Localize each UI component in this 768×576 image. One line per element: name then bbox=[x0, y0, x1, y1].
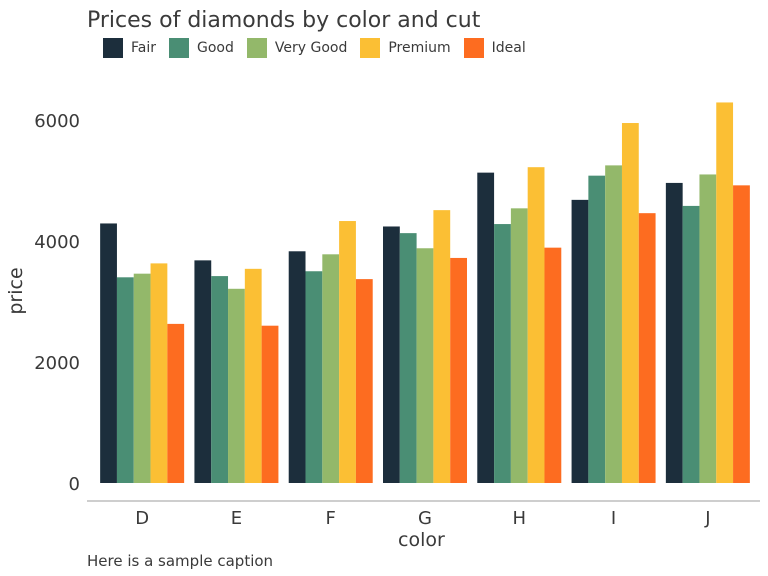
legend-label-premium: Premium bbox=[388, 40, 451, 56]
legend-label-fair: Fair bbox=[131, 40, 156, 56]
x-tick-label: H bbox=[513, 508, 527, 529]
legend-swatch-good bbox=[169, 38, 189, 58]
x-tick-label: J bbox=[704, 508, 710, 529]
bar-J-fair bbox=[665, 182, 683, 484]
y-tick-label: 2000 bbox=[34, 353, 80, 374]
bar-E-good bbox=[211, 276, 229, 483]
x-axis-label: color bbox=[398, 529, 445, 551]
legend-swatch-ideal bbox=[463, 38, 484, 58]
bar-F-good bbox=[305, 271, 323, 483]
x-tick-label: E bbox=[231, 508, 242, 529]
bar-G-fair bbox=[383, 226, 400, 484]
bar-F-ideal bbox=[355, 279, 373, 483]
x-tick-label: D bbox=[135, 508, 149, 529]
y-tick-label: 4000 bbox=[34, 232, 80, 253]
bar-G-very-good bbox=[416, 248, 434, 483]
bar-E-very-good bbox=[228, 288, 245, 483]
bar-E-fair bbox=[194, 260, 212, 483]
legend-label-good: Good bbox=[197, 40, 234, 56]
bar-I-fair bbox=[571, 199, 589, 484]
legend-item-fair: Fair bbox=[103, 38, 156, 58]
bar-G-ideal bbox=[450, 257, 467, 483]
legend-item-good: Good bbox=[169, 38, 234, 58]
bar-J-very-good bbox=[699, 174, 717, 483]
bar-H-very-good bbox=[510, 208, 528, 483]
bar-H-good bbox=[494, 224, 511, 483]
bar-G-premium bbox=[433, 210, 451, 483]
legend-item-very-good: Very Good bbox=[246, 38, 348, 58]
legend-item-premium: Premium bbox=[360, 38, 451, 58]
bar-D-fair bbox=[100, 223, 117, 483]
legend-swatch-very-good bbox=[246, 38, 267, 58]
bar-G-good bbox=[399, 233, 417, 483]
bar-J-premium bbox=[716, 102, 734, 483]
bar-E-ideal bbox=[261, 325, 279, 483]
bar-F-very-good bbox=[322, 254, 340, 483]
y-axis-label: price bbox=[5, 267, 27, 315]
bar-H-fair bbox=[477, 172, 495, 483]
legend-label-ideal: Ideal bbox=[491, 40, 526, 56]
bar-J-ideal bbox=[733, 185, 750, 483]
bar-D-good bbox=[116, 277, 134, 483]
bar-F-fair bbox=[288, 251, 306, 483]
x-tick-label: I bbox=[611, 508, 616, 529]
bar-I-premium bbox=[621, 123, 639, 484]
bar-D-very-good bbox=[133, 273, 151, 483]
bar-I-ideal bbox=[638, 213, 656, 484]
y-tick-label: 6000 bbox=[34, 111, 80, 132]
legend-swatch-premium bbox=[360, 38, 381, 58]
x-tick-label: G bbox=[418, 508, 432, 529]
bar-D-ideal bbox=[167, 323, 185, 483]
bar-I-very-good bbox=[605, 165, 622, 483]
legend-swatch-fair bbox=[103, 38, 123, 58]
bar-I-good bbox=[588, 175, 606, 483]
x-tick-label: F bbox=[326, 508, 336, 529]
bar-F-premium bbox=[339, 221, 356, 483]
y-tick-label: 0 bbox=[69, 474, 80, 495]
bar-H-premium bbox=[527, 167, 545, 483]
legend: Fair Good Very Good Premium Ideal bbox=[103, 38, 539, 58]
bar-J-good bbox=[682, 205, 700, 483]
legend-item-ideal: Ideal bbox=[463, 38, 526, 58]
legend-label-very-good: Very Good bbox=[274, 40, 348, 56]
chart-title: Prices of diamonds by color and cut bbox=[87, 8, 481, 33]
bar-H-ideal bbox=[544, 247, 562, 483]
bar-D-premium bbox=[150, 263, 168, 483]
bar-E-premium bbox=[244, 268, 262, 483]
chart-caption: Here is a sample caption bbox=[87, 552, 274, 570]
